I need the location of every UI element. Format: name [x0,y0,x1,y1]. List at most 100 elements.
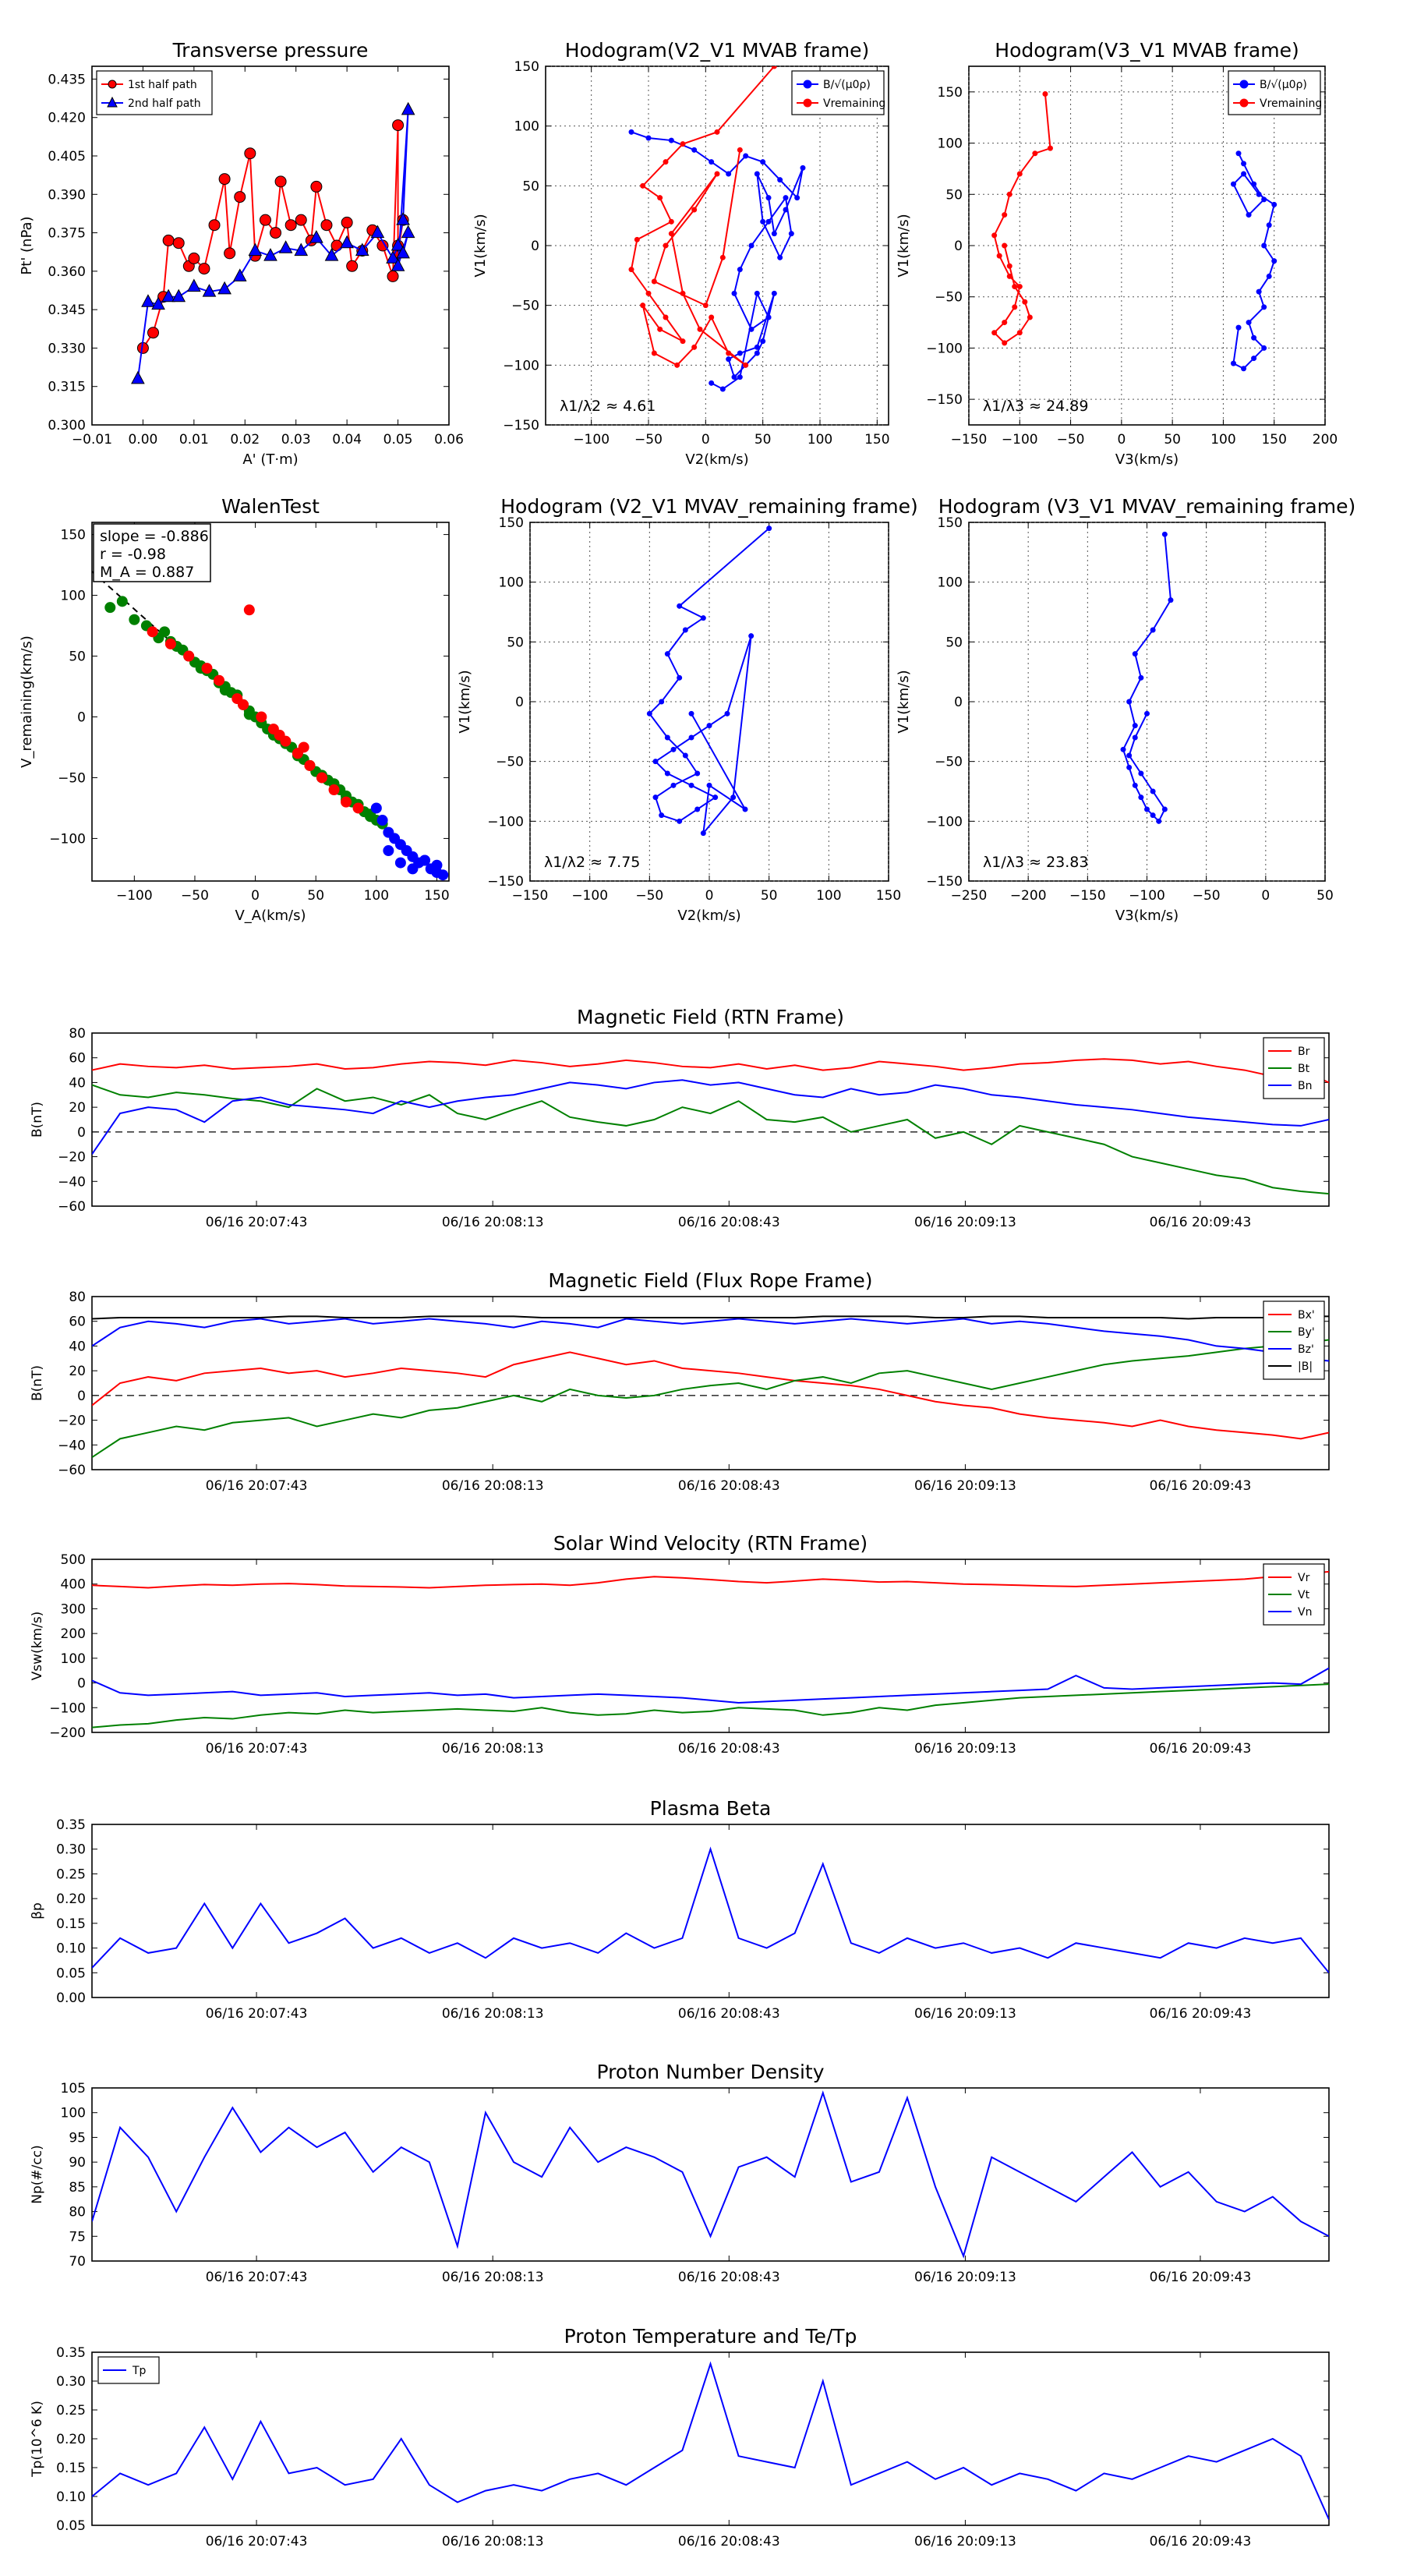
data-point [651,350,657,356]
data-point [688,710,694,717]
data-point [1161,806,1168,812]
x-tick-label: 0 [1261,888,1270,904]
chart-title: Hodogram(V3_V1 MVAB frame) [995,39,1299,62]
y-axis-label: V_remaining(km/s) [19,635,35,768]
x-tick-label: −100 [573,432,610,448]
data-point [1256,288,1262,295]
x-tick-label: 0.00 [128,432,157,448]
y-tick-label: 100 [938,136,963,152]
y-tick-label: −50 [935,290,963,306]
x-tick-label: 06/16 20:08:43 [678,1215,780,1230]
data-point [1230,360,1236,366]
series-line-Np [92,2090,1329,2259]
y-tick-label: 150 [61,528,86,543]
data-point [668,218,674,225]
y-tick-label: −40 [58,1438,86,1453]
data-point [116,596,128,607]
data-point [295,214,307,226]
y-tick-label: 0.360 [48,264,86,280]
y-tick-label: −60 [58,1199,86,1215]
legend-label: Vr [1298,1572,1310,1584]
y-tick-label: 0.35 [56,1817,86,1833]
series-line-Tp [92,2361,1329,2521]
series-line-B/√(μ0ρ) [631,131,804,391]
y-tick-label: 0.20 [56,2432,86,2447]
data-point [187,278,201,292]
data-point [243,604,255,616]
x-tick-label: −100 [571,888,608,904]
series-line-V [1122,534,1172,823]
data-point [219,685,231,696]
legend-box [1263,1300,1325,1380]
x-tick-label: 06/16 20:07:43 [206,2006,308,2022]
x-tick-label: 50 [755,432,772,448]
data-point [232,268,247,281]
x-tick-label: −50 [1193,888,1221,904]
y-tick-label: 0.30 [56,1842,86,1858]
data-point [783,195,789,201]
data-point [645,290,652,296]
legend-label: Vt [1298,1589,1310,1601]
legend-label: Br [1298,1046,1310,1058]
chart-tp: Transverse pressure −0.01 0.00 0.01 0.02 0.03… [19,39,464,468]
x-tick-label: 06/16 20:08:13 [442,1215,544,1230]
info-line: slope = -0.886 [100,528,209,545]
legend-label: Bt [1298,1063,1310,1075]
y-tick-label: 85 [69,2180,86,2196]
x-tick-label: 06/16 20:09:43 [1150,1215,1252,1230]
data-layer [92,2090,1329,2259]
data-point [198,263,210,275]
y-tick-label: 0 [954,695,963,710]
y-tick-label: −20 [58,1150,86,1166]
data-point [694,806,701,812]
legend-label: B/√(μ0ρ) [1260,79,1307,91]
y-tick-label: 0.25 [56,1867,86,1882]
legend-box [1228,70,1321,115]
y-tick-label: 90 [69,2155,86,2171]
data-point [1022,299,1028,305]
data-point [743,153,749,159]
y-tick-label: 100 [61,589,86,604]
data-point [274,175,287,188]
data-point [677,818,683,824]
y-tick-label: −100 [49,831,86,847]
legend-label: By' [1298,1326,1315,1339]
data-point [274,729,285,741]
data-point [688,782,694,788]
x-tick-label: −100 [116,888,153,904]
series-line-Br [92,1058,1329,1084]
plot-frame [91,1296,1330,1470]
data-point [700,615,706,621]
data-point [352,802,364,814]
info-line: M_A = 0.887 [100,564,194,581]
data-point [771,66,777,69]
data-point [391,237,405,251]
legend-label: 1st half path [128,79,197,91]
data-point [171,288,186,303]
x-tick-label: 06/16 20:07:43 [206,1741,308,1757]
series-line-Vn [92,1667,1329,1704]
data-point [183,650,195,662]
x-tick-label: 06/16 20:09:13 [914,2534,1016,2549]
data-point [147,327,160,339]
plot-frame [91,1559,1330,1733]
x-tick-label: 06/16 20:08:13 [442,1741,544,1757]
y-tick-label: 0.390 [48,187,86,203]
data-point [104,602,116,614]
data-point [709,159,715,165]
x-tick-label: 0 [702,432,710,448]
x-tick-label: −150 [1069,888,1106,904]
data-point [1246,320,1252,326]
data-point [766,525,772,532]
ratio-annotation: λ1/λ2 ≈ 7.75 [544,854,640,871]
x-tick-label: 0.01 [179,432,209,448]
y-tick-label: 300 [61,1601,86,1617]
data-point [991,330,998,336]
chart-title: WalenTest [221,495,320,518]
data-point [1126,699,1133,705]
data-point [691,344,698,350]
data-point [294,242,309,257]
y-tick-label: 20 [69,1364,86,1379]
x-tick-label: 06/16 20:08:43 [678,1478,780,1494]
x-tick-label: 06/16 20:09:43 [1150,2006,1252,2022]
